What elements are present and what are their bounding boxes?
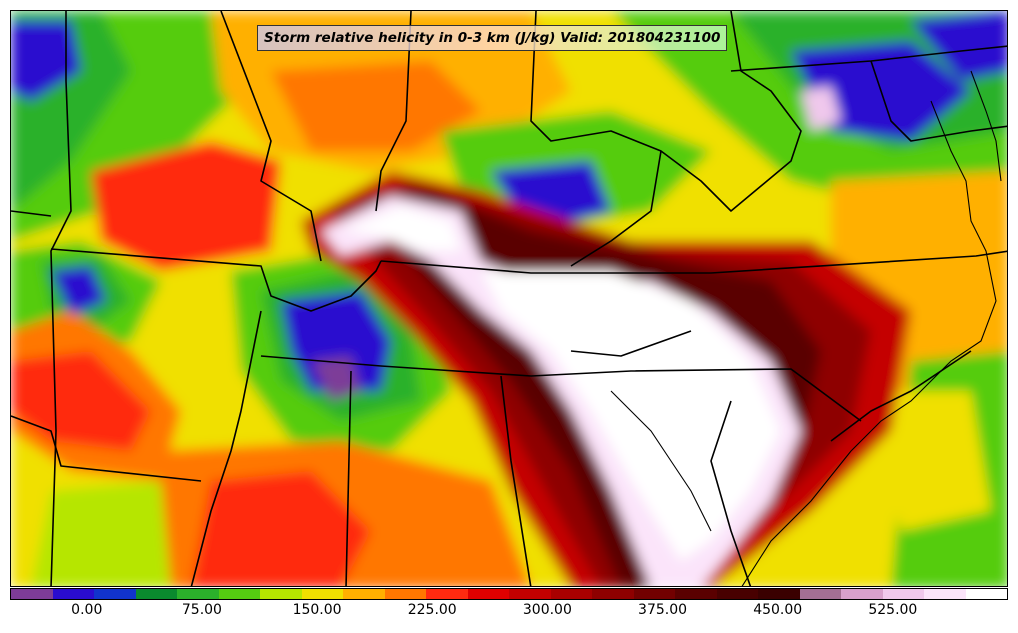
colorbar-segment (799, 589, 841, 599)
colorbar-segment (633, 589, 675, 599)
colorbar-tick-label: 375.00 (638, 602, 688, 618)
colorbar-segment (52, 589, 94, 599)
helicity-color-fill (11, 11, 1007, 586)
colorbar (10, 588, 1008, 600)
colorbar-segment (135, 589, 177, 599)
colorbar-tick-label: 525.00 (868, 602, 918, 618)
colorbar-segment (343, 589, 385, 599)
colorbar-segment (11, 589, 53, 599)
colorbar-tick-label: 300.00 (522, 602, 572, 618)
colorbar-tick-label: 75.00 (181, 602, 222, 618)
helicity-field-map (11, 11, 1007, 586)
colorbar-segment (758, 589, 800, 599)
colorbar-tick-label: 450.00 (753, 602, 803, 618)
colorbar-segment (592, 589, 634, 599)
colorbar-segment (965, 589, 1007, 599)
colorbar-segment (716, 589, 758, 599)
colorbar-segment (841, 589, 883, 599)
colorbar-segment (509, 589, 551, 599)
colorbar-tick-labels: 0.00 75.00 150.00 225.00 300.00 375.00 450.00 5… (10, 602, 1008, 624)
colorbar-segment (467, 589, 509, 599)
colorbar-segment (94, 589, 136, 599)
colorbar-segment (550, 589, 592, 599)
colorbar-segment (882, 589, 924, 599)
colorbar-tick-label: 225.00 (407, 602, 457, 618)
colorbar-segment (426, 589, 468, 599)
colorbar-segment (301, 589, 343, 599)
coastlines (610, 70, 1002, 586)
map-title: Storm relative helicity in 0-3 km (J/kg)… (257, 25, 728, 51)
colorbar-segment (218, 589, 260, 599)
colorbar-segment (675, 589, 717, 599)
colorbar-segment (177, 589, 219, 599)
colorbar-tick-label: 0.00 (71, 602, 103, 618)
colorbar-tick-label: 150.00 (292, 602, 342, 618)
map-panel: Storm relative helicity in 0-3 km (J/kg)… (10, 10, 1008, 587)
colorbar-segment (260, 589, 302, 599)
colorbar-segment (384, 589, 426, 599)
colorbar-segment (924, 589, 966, 599)
